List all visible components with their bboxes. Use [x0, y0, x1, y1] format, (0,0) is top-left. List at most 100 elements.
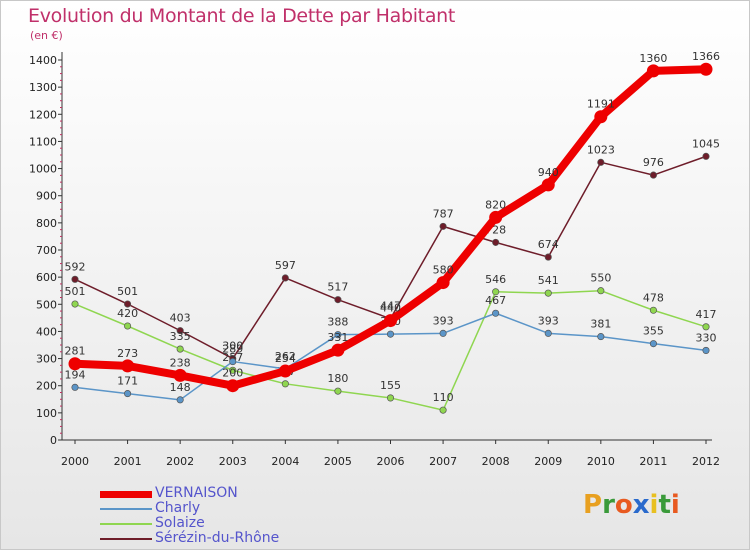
data-label-vernaison: 940: [538, 166, 559, 179]
legend-swatch-solaize: [100, 523, 152, 525]
data-point-solaize: [649, 306, 657, 314]
data-label-vernaison: 238: [170, 356, 191, 369]
data-label-solaize: 257: [222, 351, 243, 364]
y-tick-label: 1200: [29, 108, 57, 121]
data-label-charly: 148: [170, 381, 191, 394]
data-point-serezin-du-rhone: [492, 238, 500, 246]
x-tick-label: 2002: [166, 455, 194, 468]
x-tick-label: 2011: [639, 455, 667, 468]
y-tick-label: 1400: [29, 54, 57, 67]
data-label-serezin-du-rhone: 787: [433, 207, 454, 220]
data-point-charly: [124, 390, 132, 398]
data-label-solaize: 478: [643, 291, 664, 304]
data-point-solaize: [544, 289, 552, 297]
x-tick-label: 2012: [692, 455, 720, 468]
data-point-vernaison: [173, 368, 187, 382]
y-tick-label: 500: [36, 298, 57, 311]
y-tick-label: 800: [36, 217, 57, 230]
data-point-vernaison: [436, 276, 450, 290]
data-point-vernaison: [489, 210, 503, 224]
data-label-serezin-du-rhone: 403: [170, 312, 191, 325]
data-label-solaize: 546: [485, 273, 506, 286]
data-point-serezin-du-rhone: [649, 171, 657, 179]
data-point-vernaison: [121, 359, 135, 373]
data-label-charly: 289: [222, 343, 243, 356]
data-label-vernaison: 200: [222, 367, 243, 380]
data-label-charly: 381: [590, 318, 611, 331]
data-label-serezin-du-rhone: 1023: [587, 143, 615, 156]
proxiti-logo: Proxiti: [583, 490, 680, 520]
data-point-solaize: [229, 366, 237, 374]
data-point-charly: [597, 333, 605, 341]
data-label-vernaison: 254: [275, 352, 296, 365]
data-point-solaize: [702, 323, 710, 331]
x-tick-label: 2001: [114, 455, 142, 468]
data-point-serezin-du-rhone: [281, 274, 289, 282]
y-tick-label: 200: [36, 380, 57, 393]
x-tick-label: 2006: [377, 455, 405, 468]
data-label-charly: 388: [327, 316, 348, 329]
data-label-solaize: 541: [538, 274, 559, 287]
legend-label-vernaison: VERNAISON: [155, 485, 238, 501]
data-point-vernaison: [331, 343, 345, 357]
data-point-serezin-du-rhone: [71, 275, 79, 283]
y-tick-label: 600: [36, 271, 57, 284]
data-point-serezin-du-rhone: [439, 222, 447, 230]
y-tick-label: 900: [36, 190, 57, 203]
data-point-solaize: [597, 287, 605, 295]
y-tick-label: 1100: [29, 135, 57, 148]
data-label-charly: 330: [696, 331, 717, 344]
data-point-charly: [176, 396, 184, 404]
data-label-solaize: 155: [380, 379, 401, 392]
data-label-charly: 262: [275, 350, 296, 363]
data-point-solaize: [281, 380, 289, 388]
logo-letter: o: [614, 490, 633, 520]
legend-label-serezin: Sérézin-du-Rhône: [155, 530, 280, 546]
logo-letter: i: [649, 490, 659, 520]
data-label-vernaison: 1191: [587, 98, 615, 111]
data-label-charly: 393: [538, 314, 559, 327]
data-point-solaize: [124, 322, 132, 330]
data-label-serezin-du-rhone: 517: [327, 281, 348, 294]
legend-swatch-vernaison: [100, 490, 152, 498]
data-label-charly: 171: [117, 375, 138, 388]
data-point-serezin-du-rhone: [124, 300, 132, 308]
data-point-solaize: [334, 387, 342, 395]
data-point-vernaison: [278, 364, 292, 378]
data-point-serezin-du-rhone: [334, 296, 342, 304]
x-tick-label: 2003: [219, 455, 247, 468]
data-label-charly: 194: [65, 368, 86, 381]
y-tick-label: 300: [36, 353, 57, 366]
data-label-vernaison: 580: [433, 264, 454, 277]
x-tick-label: 2004: [271, 455, 299, 468]
logo-letter: x: [632, 490, 650, 520]
legend-swatch-serezin: [100, 538, 152, 540]
x-tick-label: 2009: [534, 455, 562, 468]
data-label-solaize: 110: [433, 391, 454, 404]
x-tick-label: 2008: [482, 455, 510, 468]
data-point-charly: [386, 330, 395, 338]
y-tick-label: 400: [36, 325, 57, 338]
data-label-solaize: 501: [65, 285, 86, 298]
y-tick-label: 1000: [29, 163, 57, 176]
data-label-vernaison: 281: [65, 345, 86, 358]
data-label-solaize: 420: [117, 307, 138, 320]
data-label-solaize: 417: [696, 308, 717, 321]
data-point-solaize: [176, 345, 184, 353]
data-label-serezin-du-rhone: 674: [538, 238, 559, 251]
data-label-serezin-du-rhone: 592: [65, 260, 86, 273]
data-point-vernaison: [699, 62, 713, 76]
x-tick-label: 2000: [61, 455, 89, 468]
data-label-serezin-du-rhone: 976: [643, 156, 664, 169]
x-tick-label: 2010: [587, 455, 615, 468]
data-point-vernaison: [646, 64, 660, 78]
data-label-charly: 355: [643, 325, 664, 338]
data-label-charly: 393: [433, 314, 454, 327]
data-label-vernaison: 331: [327, 331, 348, 344]
legend-swatch-charly: [100, 508, 152, 510]
legend-label-solaize: Solaize: [155, 515, 205, 531]
logo-letter: r: [602, 490, 615, 520]
data-point-solaize: [71, 300, 79, 308]
data-label-serezin-du-rhone: 597: [275, 259, 296, 272]
